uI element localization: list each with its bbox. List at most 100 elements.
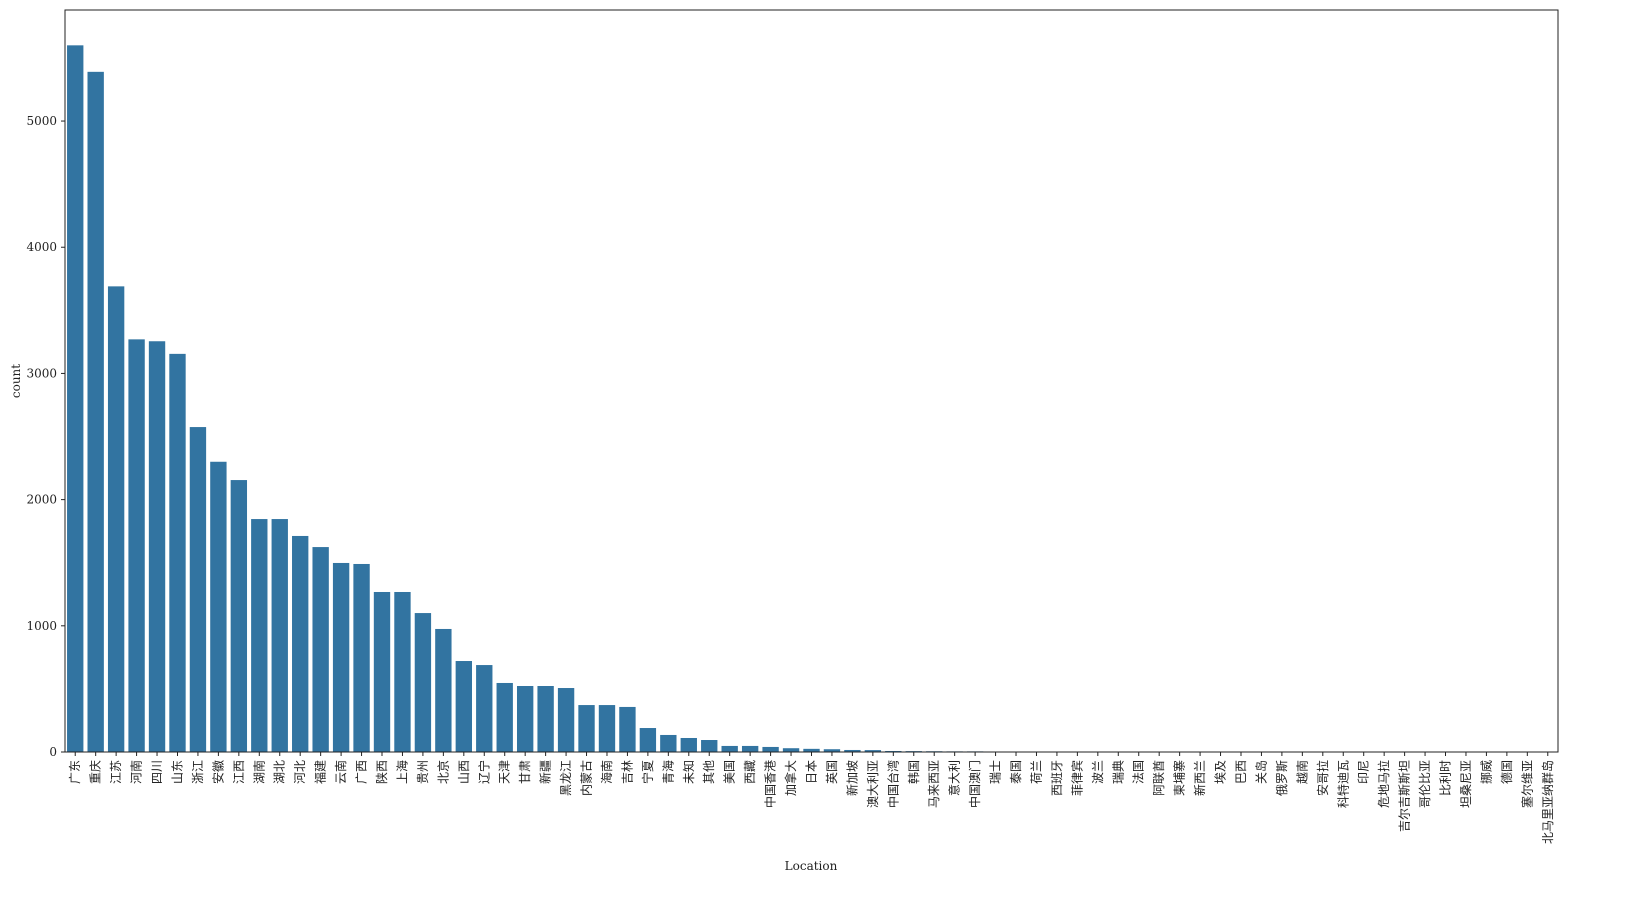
x-tick-label: 福建 [313,760,328,784]
x-tick-label: 辽宁 [476,760,491,784]
x-tick-label: 加拿大 [783,760,798,796]
x-tick-label: 中国台湾 [885,760,900,808]
x-tick-label: 哥伦比亚 [1417,760,1432,808]
x-tick-label: 关岛 [1253,760,1268,784]
x-tick-label: 湖南 [251,760,266,784]
bar [681,738,697,752]
x-tick-label: 新加坡 [844,760,859,796]
x-tick-label: 广西 [355,760,369,784]
bar [742,746,758,752]
x-tick-label: 坦桑尼亚 [1459,760,1473,808]
x-tick-label: 内蒙古 [579,760,594,796]
x-tick-label: 重庆 [89,760,103,784]
x-tick-label: 柬埔寨 [1172,760,1187,796]
bar [87,72,103,752]
x-tick-label: 泰国 [1009,760,1023,784]
x-tick-label: 澳大利亚 [866,760,880,808]
y-axis-label: count [9,364,23,398]
bar [353,564,369,752]
bar [619,707,635,752]
bar [558,688,574,752]
bar [67,45,83,752]
bar [374,592,390,752]
x-tick-label: 未知 [682,760,696,784]
y-tick-label: 2000 [26,493,57,507]
x-tick-label: 巴西 [1234,760,1248,784]
bar [149,341,165,752]
x-tick-label: 菲律宾 [1069,760,1084,796]
bar [660,735,676,752]
x-tick-label: 塞尔维亚 [1519,760,1534,808]
x-tick-label: 印尼 [1357,760,1371,784]
x-tick-label: 波兰 [1091,760,1105,784]
bar [210,462,226,752]
x-tick-label: 西藏 [743,760,757,784]
x-tick-label: 贵州 [416,760,430,784]
plot-frame [65,10,1558,752]
bar [312,547,328,752]
x-tick-label: 越南 [1294,760,1309,784]
x-tick-label: 山东 [170,760,184,784]
bar [169,354,185,752]
x-tick-label: 河南 [129,760,144,784]
bar [394,592,410,752]
x-tick-label: 德国 [1499,760,1514,784]
bar [231,480,247,752]
bar [517,686,533,752]
x-tick-label: 意大利 [947,760,962,796]
x-tick-label: 挪威 [1479,760,1493,784]
x-tick-label: 比利时 [1439,760,1453,796]
x-tick-label: 青海 [660,760,675,784]
bar [272,519,288,752]
x-tick-label: 瑞士 [989,760,1003,784]
bar [108,286,124,752]
y-tick-label: 3000 [26,366,57,380]
bar [722,746,738,752]
x-tick-label: 阿联酋 [1151,760,1166,796]
x-tick-label: 法国 [1132,760,1146,784]
x-tick-label: 吉尔吉斯斯坦 [1397,760,1412,832]
x-tick-label: 湖北 [272,760,287,784]
x-tick-label: 北马里亚纳群岛 [1540,760,1555,844]
x-tick-label: 西班牙 [1050,760,1064,796]
y-tick-label: 4000 [26,240,57,254]
x-tick-label: 广东 [68,760,82,784]
x-tick-label: 中国澳门 [967,760,982,808]
bar [128,339,144,752]
x-tick-label: 甘肃 [518,760,532,784]
x-tick-label: 四川 [150,760,164,784]
x-axis-label: Location [785,859,838,873]
y-tick-label: 0 [49,745,57,759]
x-tick-label: 北京 [436,760,450,784]
y-tick-label: 5000 [26,114,57,128]
x-tick-label: 浙江 [191,760,205,784]
x-tick-label: 俄罗斯 [1275,760,1289,796]
bar [292,536,308,752]
x-tick-label: 荷兰 [1029,760,1043,784]
x-tick-label: 新疆 [538,760,553,784]
x-tick-label: 安徽 [210,760,225,784]
x-tick-label: 科特迪瓦 [1335,760,1350,808]
bar [783,748,799,752]
x-tick-label: 英国 [825,760,839,784]
bar [415,613,431,752]
x-tick-label: 江西 [232,760,246,784]
x-tick-label: 山西 [457,760,471,784]
bar [537,686,553,752]
x-tick-label: 天津 [498,760,512,784]
bar [435,629,451,752]
bar [476,665,492,752]
bar [456,661,472,752]
bar [578,705,594,752]
bar [190,427,206,752]
x-tick-label: 黑龙江 [559,760,573,796]
x-tick-label: 危地马拉 [1376,760,1391,808]
x-tick-label: 云南 [333,760,348,784]
bar [599,705,615,752]
bar [333,563,349,752]
x-tick-label: 安哥拉 [1315,760,1330,796]
bar [640,728,656,752]
x-tick-label: 海南 [599,760,614,784]
